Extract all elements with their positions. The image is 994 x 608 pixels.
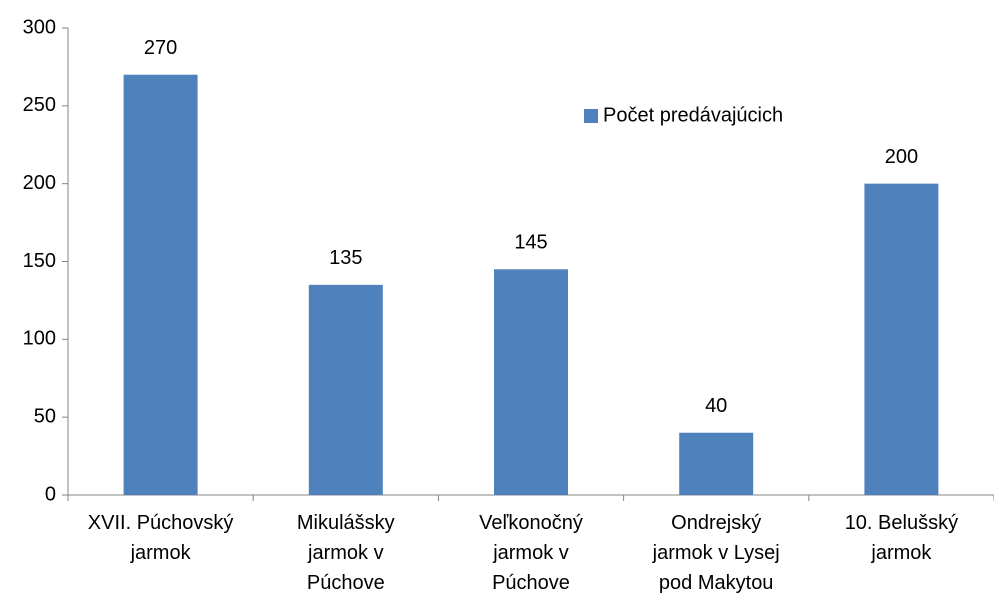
data-label: 270 [144,37,177,59]
x-tick-label: Mikulášsky jarmok v Púchove [296,512,395,594]
data-label: 40 [705,395,727,417]
y-tick-label: 150 [23,250,56,272]
bar [308,284,383,495]
x-tick-label: 10. Belušský jarmok [844,512,959,564]
bar [679,432,754,495]
y-tick-label: 50 [34,405,56,427]
y-tick-label: 0 [45,483,56,505]
y-tick-label: 300 [23,16,56,38]
legend-swatch [584,109,598,123]
bar [494,269,568,495]
data-label: 200 [885,146,918,168]
data-label: 135 [329,247,362,269]
y-tick-label: 250 [23,94,56,116]
bar [123,74,198,495]
bar [864,183,939,495]
x-tick-label: XVII. Púchovský jarmok [87,512,234,564]
x-tick-label: Ondrejský jarmok v Lysej pod Makytou [652,512,780,594]
data-label: 145 [514,232,547,254]
legend-label: Počet predávajúcich [603,104,783,126]
y-tick-label: 100 [23,328,56,350]
x-tick-label: Veľkonočný jarmok v Púchove [479,512,583,594]
y-tick-label: 200 [23,172,56,194]
